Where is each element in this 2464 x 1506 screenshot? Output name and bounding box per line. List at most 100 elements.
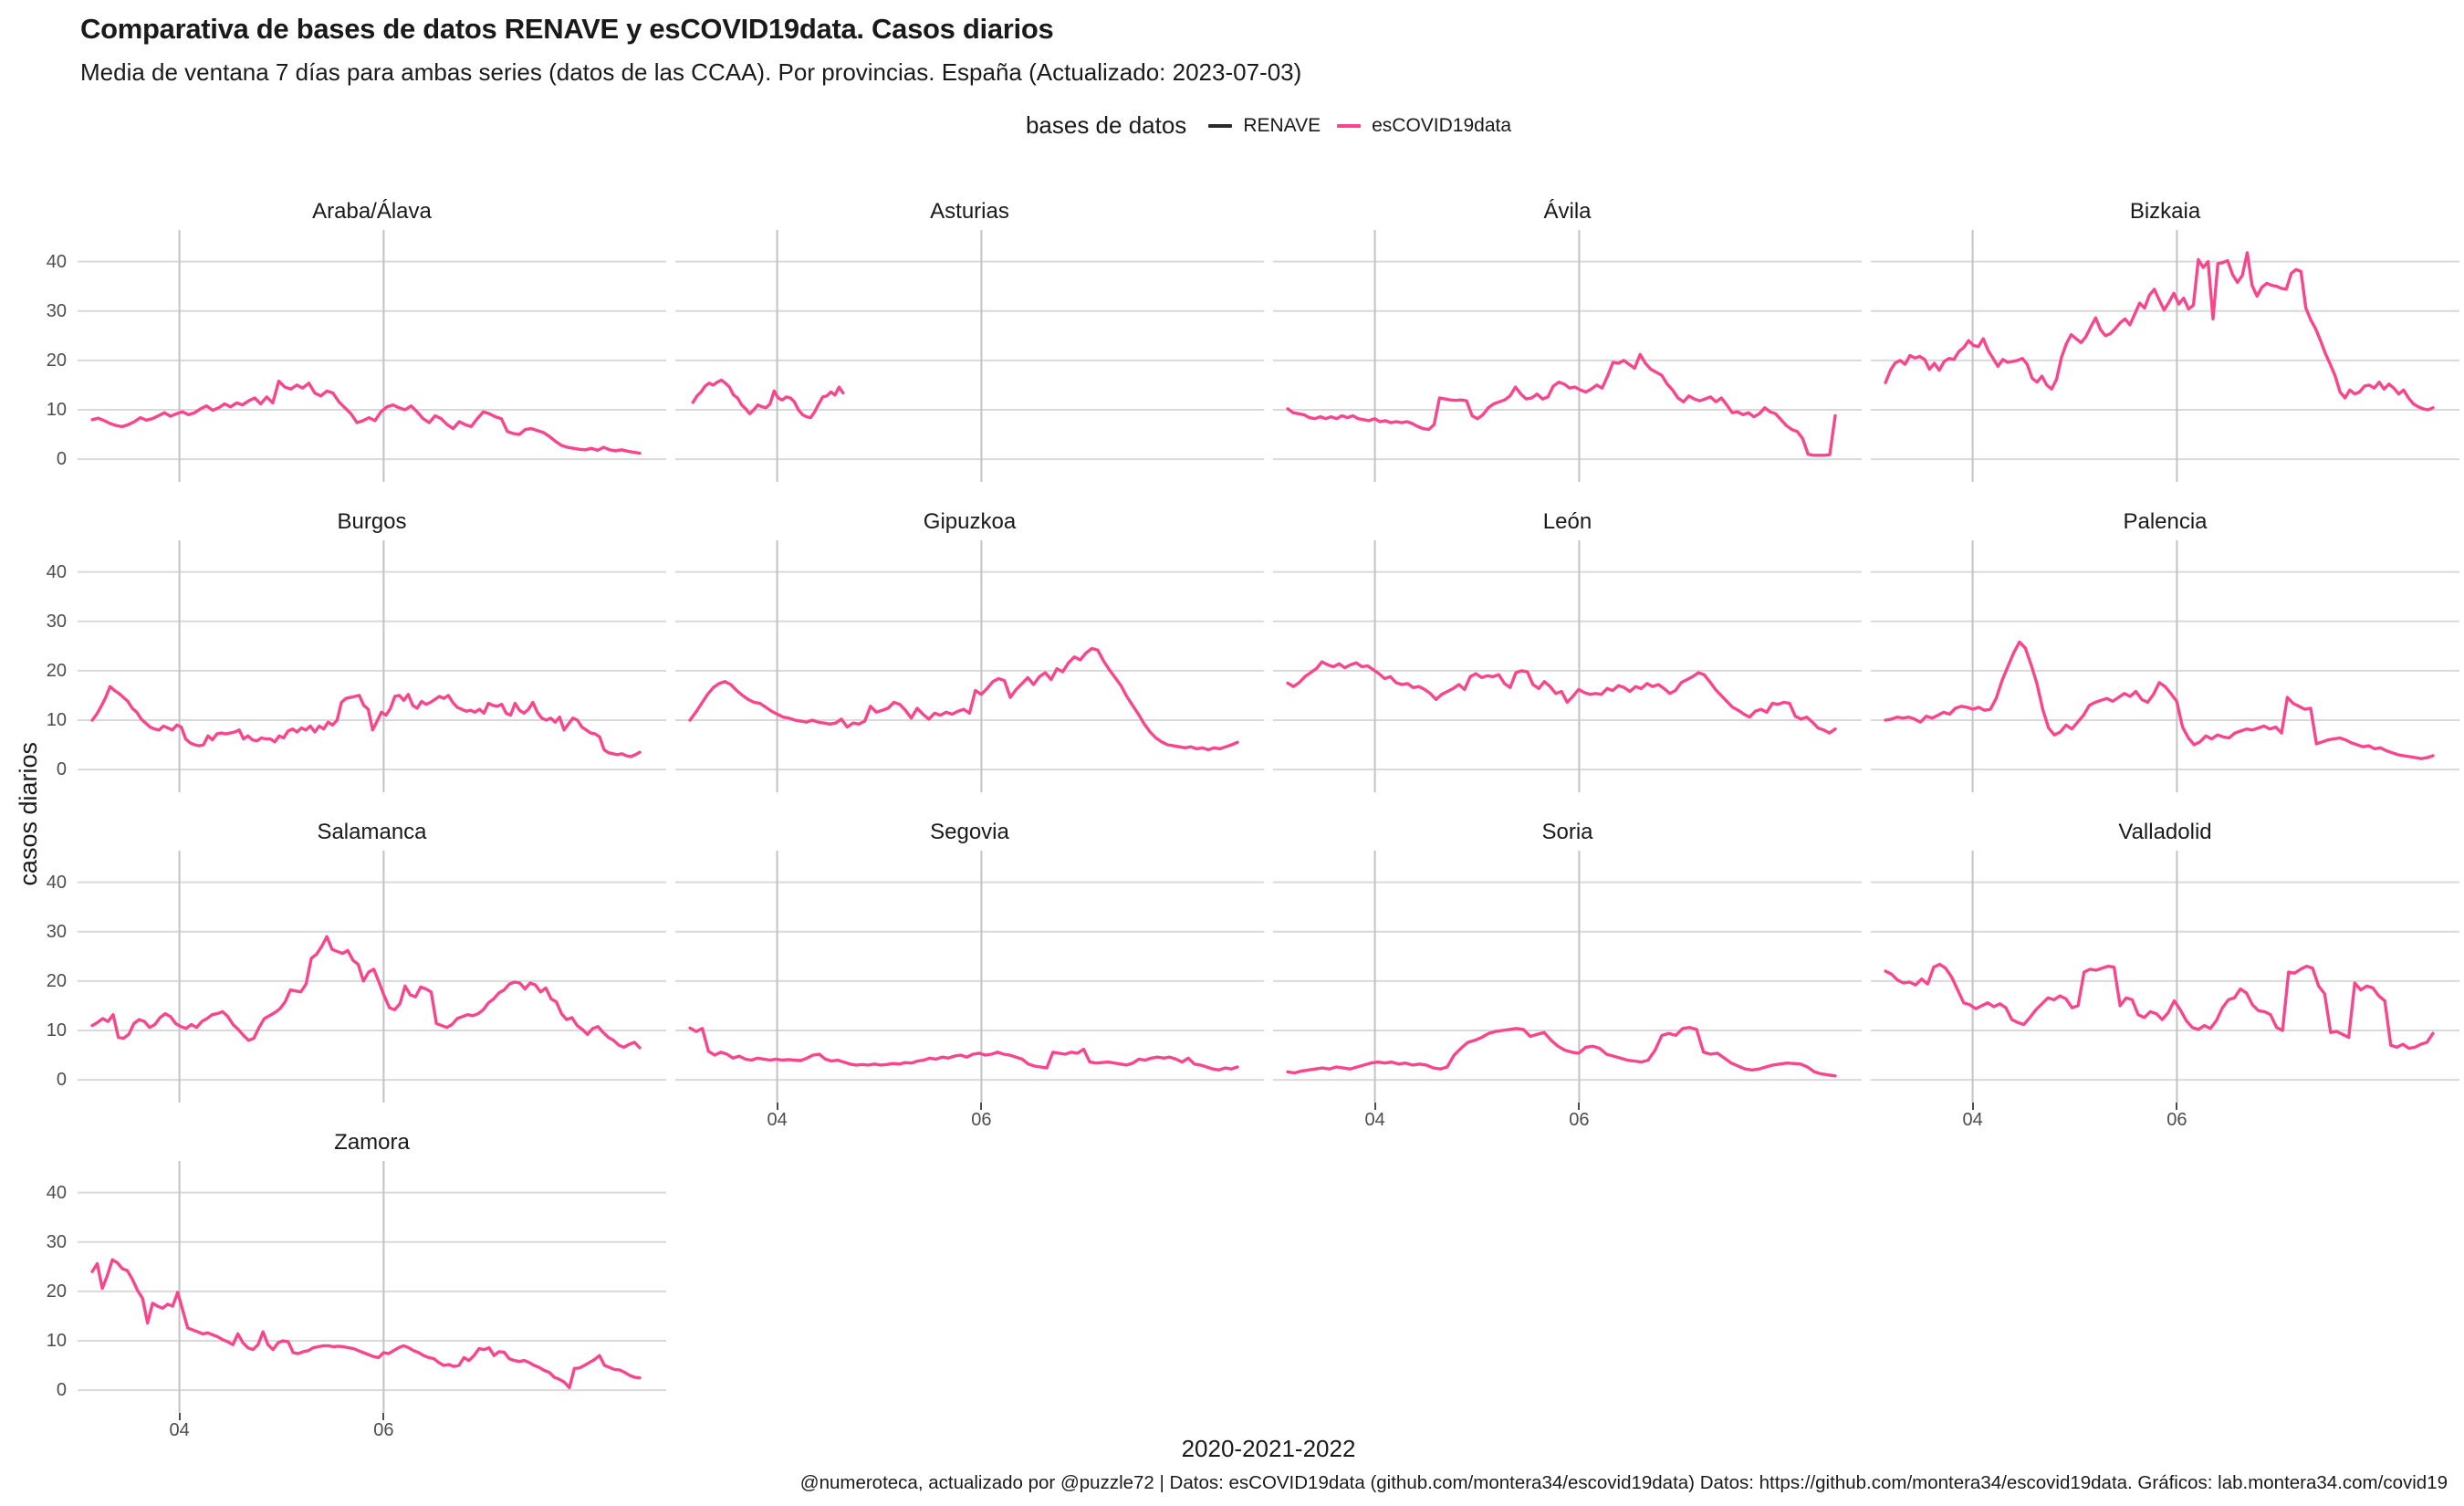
x-tick-mark <box>2176 1103 2178 1110</box>
line-chart <box>1871 230 2459 482</box>
facet-panel <box>1273 540 1862 792</box>
escovid19data-series <box>688 1026 1239 1072</box>
y-tick-label: 20 <box>46 970 67 991</box>
escovid19data-series <box>90 379 642 455</box>
line-chart <box>1273 851 1862 1103</box>
facet-gipuzkoa: Gipuzkoa <box>675 504 1264 814</box>
facet-title: Valladolid <box>2118 820 2212 844</box>
escovid19data-series <box>688 646 1239 752</box>
y-tick-label: 40 <box>46 872 67 893</box>
x-tick-mark <box>980 1103 983 1110</box>
facet-panel <box>1273 851 1862 1103</box>
y-tick-label: 40 <box>46 1182 67 1203</box>
line-chart <box>78 1161 666 1413</box>
chart-header: Comparativa de bases de datos RENAVE y e… <box>80 13 1301 87</box>
x-axis-strip <box>1871 482 2459 504</box>
x-tick-label: 06 <box>2166 1110 2187 1130</box>
line-chart <box>675 230 1264 482</box>
facet-panel: 0 10 20 30 40 <box>47 230 666 482</box>
facet-title: Ávila <box>1543 199 1592 224</box>
facet-panel <box>675 230 1264 482</box>
caption: @numeroteca, actualizado por @puzzle72 |… <box>799 1472 2448 1493</box>
x-axis-strip <box>675 482 1264 504</box>
x-axis-strip <box>78 1103 666 1124</box>
facet-panel <box>675 851 1264 1103</box>
y-tick-label: 0 <box>56 1380 67 1401</box>
facet-zamora: Zamora 0 10 20 30 40 04 06 <box>47 1124 666 1440</box>
facet-soria: Soria 04 06 <box>1273 814 1862 1130</box>
facet-bizkaia: Bizkaia <box>1871 193 2459 504</box>
legend: bases de datos RENAVE esCOVID19data <box>78 111 2459 140</box>
legend-item-escovid19data: esCOVID19data <box>1337 115 1511 137</box>
page-subtitle: Media de ventana 7 días para ambas serie… <box>80 58 1302 86</box>
x-tick-mark <box>178 1413 181 1420</box>
x-tick-label: 04 <box>1962 1110 1983 1130</box>
y-tick-label: 30 <box>46 300 67 321</box>
facet-salamanca: Salamanca 0 10 20 30 40 <box>47 814 666 1124</box>
facet-panel <box>1871 540 2459 792</box>
x-tick-label: 06 <box>971 1110 992 1130</box>
facet-panel <box>1871 230 2459 482</box>
x-tick-mark <box>776 1103 778 1110</box>
facet-panel <box>1871 851 2459 1103</box>
x-tick-mark <box>1373 1103 1376 1110</box>
facet-burgos: Burgos 0 10 20 30 40 <box>47 504 666 814</box>
facet-panel: 0 10 20 30 40 <box>47 1161 666 1413</box>
facet-title: Segovia <box>930 820 1009 844</box>
line-chart <box>675 851 1264 1103</box>
x-tick-label: 04 <box>169 1420 190 1440</box>
facet-palencia: Palencia <box>1871 504 2459 814</box>
x-tick-mark <box>1578 1103 1581 1110</box>
facet-panel: 0 10 20 30 40 <box>47 540 666 792</box>
facet-title: Gipuzkoa <box>923 509 1017 534</box>
x-tick-label: 06 <box>373 1420 394 1440</box>
facet-title: Burgos <box>337 509 407 534</box>
y-tick-label: 10 <box>46 1330 67 1351</box>
facet-title: Salamanca <box>317 820 427 844</box>
escovid-line-swatch <box>1337 123 1362 128</box>
y-tick-label: 30 <box>46 921 67 942</box>
escovid19data-series <box>1884 640 2435 760</box>
y-tick-label: 10 <box>46 399 67 420</box>
x-tick-label: 04 <box>1364 1110 1385 1130</box>
y-tick-label: 20 <box>46 1281 67 1302</box>
x-axis-strip <box>1273 482 1862 504</box>
facet-panel <box>675 540 1264 792</box>
x-axis-title: 2020-2021-2022 <box>1181 1435 1356 1462</box>
escovid19data-series <box>1286 660 1837 735</box>
facet-title: Bizkaia <box>2129 199 2201 224</box>
y-tick-label: 0 <box>56 1070 67 1091</box>
line-chart <box>1871 540 2459 792</box>
y-tick-label: 20 <box>46 350 67 371</box>
x-axis-strip: 04 06 <box>1273 1103 1862 1130</box>
y-tick-label: 20 <box>46 660 67 681</box>
x-axis-strip: 04 06 <box>78 1413 666 1440</box>
page-title: Comparativa de bases de datos RENAVE y e… <box>80 13 1054 45</box>
legend-item-renave: RENAVE <box>1208 115 1321 137</box>
y-tick-label: 40 <box>46 251 67 272</box>
x-tick-mark <box>382 1413 385 1420</box>
facet-le-n: León <box>1273 504 1862 814</box>
y-tick-label: 30 <box>46 611 67 632</box>
facet-araba-lava: Araba/Álava 0 10 20 30 40 <box>47 193 666 504</box>
x-tick-mark <box>1971 1103 1974 1110</box>
facet-asturias: Asturias <box>675 193 1264 504</box>
line-chart <box>78 540 666 792</box>
facet-title: Palencia <box>2123 509 2208 534</box>
facet-grid: Araba/Álava 0 10 20 30 40 Asturias Ávila Bizkaia… <box>47 193 2459 1440</box>
facet-title: León <box>1542 509 1592 534</box>
escovid19data-series <box>1286 352 1837 457</box>
facet-segovia: Segovia 04 06 <box>675 814 1264 1130</box>
facet-valladolid: Valladolid 04 06 <box>1871 814 2459 1130</box>
legend-label-escovid19data: esCOVID19data <box>1372 114 1512 136</box>
x-axis-strip: 04 06 <box>1871 1103 2459 1130</box>
escovid19data-series <box>90 685 642 758</box>
escovid19data-series <box>1286 1025 1837 1078</box>
renave-line-swatch <box>1208 123 1233 128</box>
line-chart <box>78 230 666 482</box>
y-tick-label: 10 <box>46 709 67 730</box>
x-axis-strip: 04 06 <box>675 1103 1264 1130</box>
y-tick-label: 40 <box>46 561 67 582</box>
line-chart <box>78 851 666 1103</box>
y-tick-label: 10 <box>46 1020 67 1041</box>
